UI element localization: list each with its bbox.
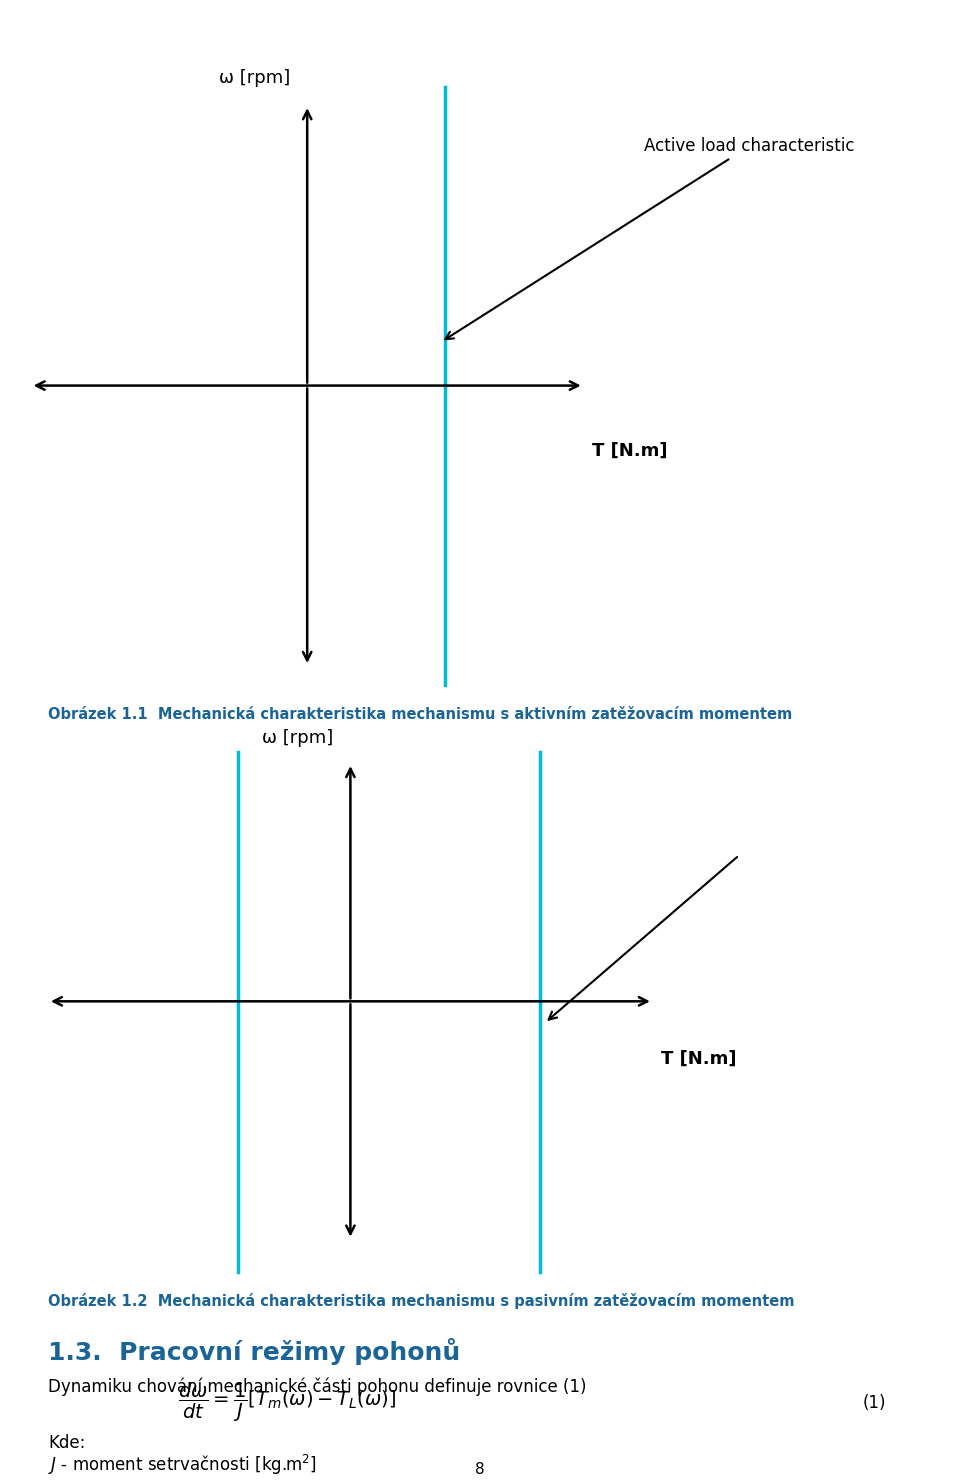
Text: Obrázek 1.1  Mechanická charakteristika mechanismu s aktivním zatěžovacím moment: Obrázek 1.1 Mechanická charakteristika m… — [48, 707, 792, 722]
Text: Kde:: Kde: — [48, 1434, 85, 1452]
Text: 1.3.  Pracovní režimy pohonů: 1.3. Pracovní režimy pohonů — [48, 1338, 460, 1364]
Text: 8: 8 — [475, 1462, 485, 1477]
Text: $\dfrac{d\omega}{dt} = \dfrac{1}{J}\left[T_m(\omega) - T_L(\omega)\right]$: $\dfrac{d\omega}{dt} = \dfrac{1}{J}\left… — [178, 1381, 396, 1425]
Text: $J$ - moment setrvačnosti [kg.m$^2$]: $J$ - moment setrvačnosti [kg.m$^2$] — [48, 1453, 317, 1477]
Text: Obrázek 1.2  Mechanická charakteristika mechanismu s pasivním zatěžovacím moment: Obrázek 1.2 Mechanická charakteristika m… — [48, 1293, 795, 1309]
Text: T [N.m]: T [N.m] — [661, 1050, 737, 1068]
Text: (1): (1) — [863, 1394, 886, 1412]
Text: Dynamiku chování mechanické části pohonu definuje rovnice (1): Dynamiku chování mechanické části pohonu… — [48, 1378, 587, 1396]
Text: Active load characteristic: Active load characteristic — [445, 136, 854, 340]
Text: ω [rpm]: ω [rpm] — [262, 730, 333, 747]
Text: T [N.m]: T [N.m] — [592, 442, 668, 460]
Text: ω [rpm]: ω [rpm] — [219, 68, 290, 86]
